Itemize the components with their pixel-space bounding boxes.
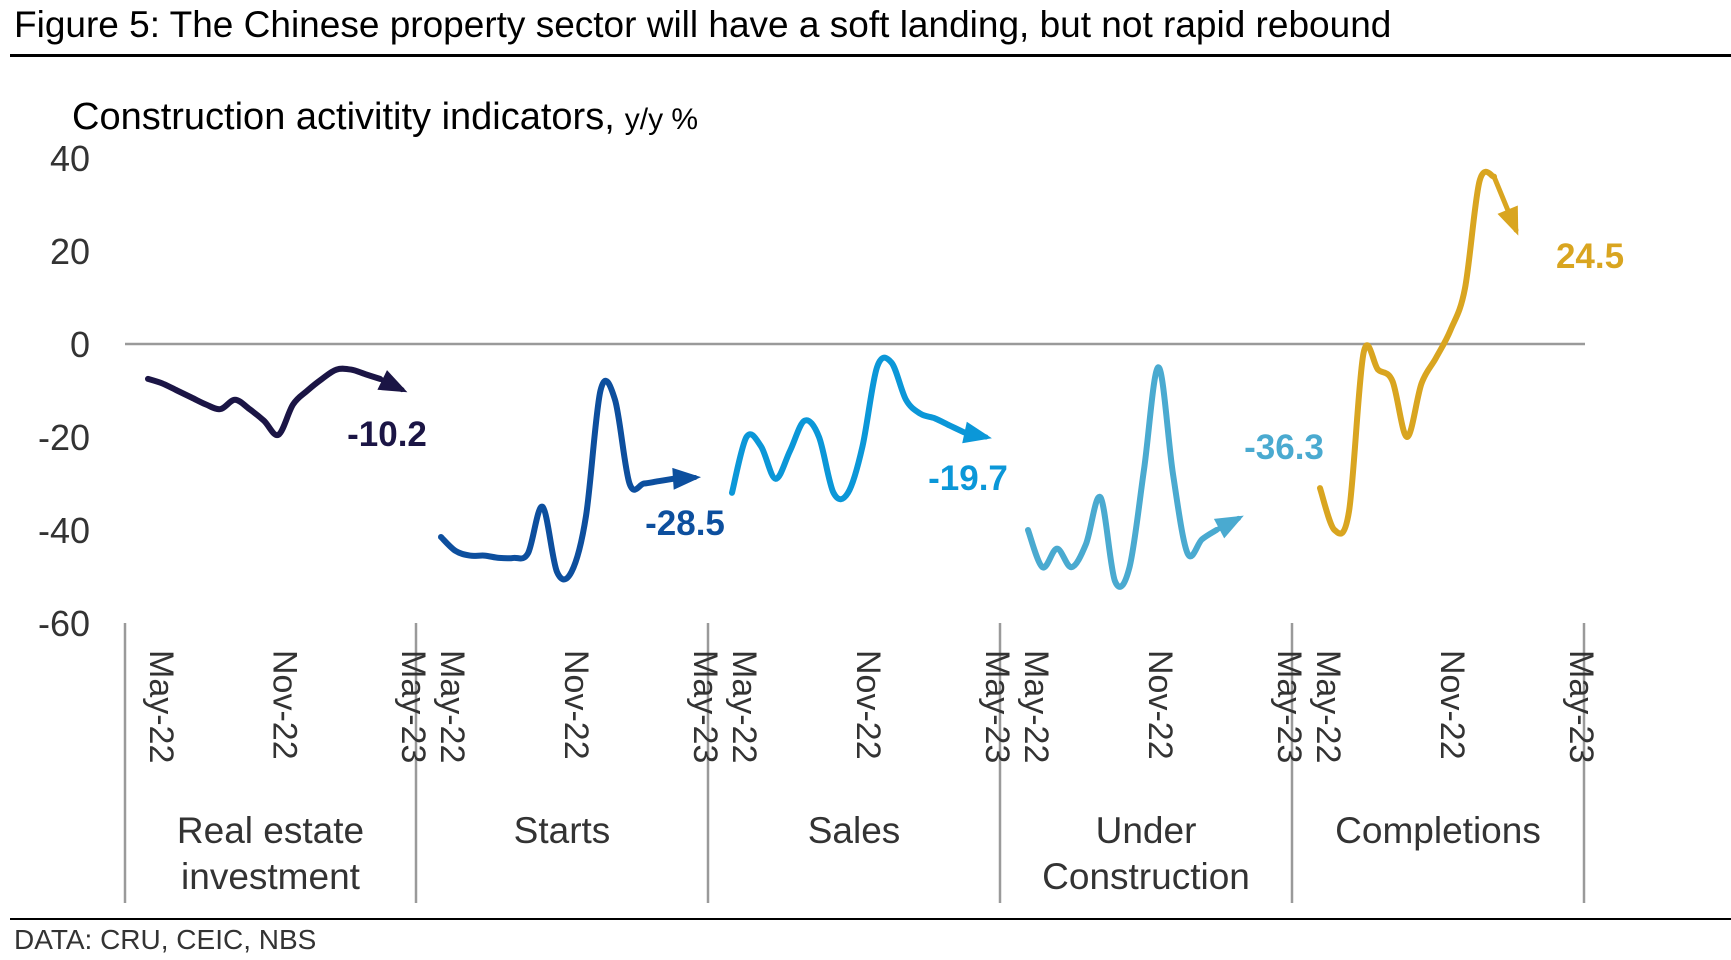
x-tick-label: Nov-22 bbox=[849, 650, 887, 760]
series-arrow-head bbox=[1213, 515, 1244, 539]
y-tick-label: -40 bbox=[38, 510, 90, 551]
series-end-label: -36.3 bbox=[1244, 428, 1324, 467]
chart-title: Construction activitity indicators, y/y % bbox=[72, 96, 698, 138]
x-tick-label: Nov-22 bbox=[1141, 650, 1179, 760]
series-line bbox=[1025, 364, 1220, 590]
source-rule bbox=[10, 918, 1731, 920]
group-label: Construction bbox=[1042, 856, 1250, 897]
x-tick-label: May-23 bbox=[686, 650, 724, 763]
source-note: DATA: CRU, CEIC, NBS bbox=[14, 924, 317, 955]
x-tick-label: Nov-22 bbox=[557, 650, 595, 760]
series-end-label: -10.2 bbox=[347, 415, 427, 454]
series-line bbox=[438, 377, 676, 583]
group-label: Sales bbox=[808, 810, 901, 851]
x-tick-label: May-22 bbox=[142, 650, 180, 763]
x-tick-label: Nov-22 bbox=[1433, 650, 1471, 760]
group-label: Under bbox=[1096, 810, 1197, 851]
group-label: Real estate bbox=[177, 810, 364, 851]
x-tick-label: May-22 bbox=[433, 650, 471, 763]
series-arrow-head bbox=[377, 370, 408, 393]
x-tick-label: Nov-22 bbox=[266, 650, 304, 760]
series-line bbox=[145, 365, 383, 438]
x-tick-label: May-23 bbox=[1562, 650, 1600, 763]
series-end-label: -28.5 bbox=[645, 504, 725, 543]
x-tick-label: May-23 bbox=[978, 650, 1016, 763]
y-tick-label: 0 bbox=[70, 324, 90, 365]
series-end-label: -19.7 bbox=[928, 459, 1008, 498]
group-label: Starts bbox=[514, 810, 611, 851]
series-end-label: 24.5 bbox=[1556, 237, 1624, 276]
x-tick-label: May-22 bbox=[1309, 650, 1347, 763]
group-label: Completions bbox=[1335, 810, 1541, 851]
series-line bbox=[1317, 168, 1497, 537]
y-tick-label: -20 bbox=[38, 417, 90, 458]
series-line bbox=[729, 354, 967, 503]
title-rule bbox=[10, 54, 1731, 57]
series-arrow-head bbox=[672, 467, 701, 490]
y-tick-label: 40 bbox=[50, 138, 90, 179]
series-arrow-head bbox=[1497, 205, 1519, 236]
series-arrow-head bbox=[962, 421, 992, 444]
chart: Construction activitity indicators, y/y %… bbox=[38, 96, 1624, 903]
x-tick-label: May-23 bbox=[394, 650, 432, 763]
group-label: investment bbox=[181, 856, 361, 897]
x-tick-label: May-22 bbox=[1017, 650, 1055, 763]
x-tick-label: May-22 bbox=[725, 650, 763, 763]
x-tick-label: May-23 bbox=[1270, 650, 1308, 763]
figure-title: Figure 5: The Chinese property sector wi… bbox=[14, 4, 1392, 45]
y-tick-label: 20 bbox=[50, 231, 90, 272]
y-tick-label: -60 bbox=[38, 603, 90, 644]
